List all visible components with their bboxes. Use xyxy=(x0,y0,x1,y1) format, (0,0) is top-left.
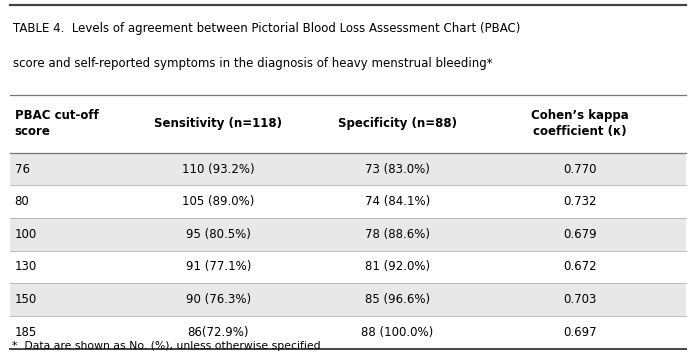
Bar xyxy=(10,185,686,218)
Text: 0.679: 0.679 xyxy=(563,228,597,241)
Text: 185: 185 xyxy=(15,326,37,339)
Text: Specificity (n=88): Specificity (n=88) xyxy=(338,117,457,130)
Bar xyxy=(10,316,686,349)
Text: 0.672: 0.672 xyxy=(563,260,597,273)
Text: 105 (89.0%): 105 (89.0%) xyxy=(182,195,255,208)
Bar xyxy=(10,153,686,185)
Text: 110 (93.2%): 110 (93.2%) xyxy=(182,163,255,176)
Text: 73 (83.0%): 73 (83.0%) xyxy=(365,163,430,176)
Bar xyxy=(10,95,686,153)
Text: *  Data are shown as No. (%), unless otherwise specified: * Data are shown as No. (%), unless othe… xyxy=(12,341,320,351)
Text: Sensitivity (n=118): Sensitivity (n=118) xyxy=(154,117,282,130)
Text: 80: 80 xyxy=(15,195,29,208)
Text: 85 (96.6%): 85 (96.6%) xyxy=(365,293,430,306)
Text: 100: 100 xyxy=(15,228,37,241)
Text: 0.703: 0.703 xyxy=(563,293,597,306)
Text: 90 (76.3%): 90 (76.3%) xyxy=(185,293,251,306)
Text: 95 (80.5%): 95 (80.5%) xyxy=(186,228,251,241)
Text: 91 (77.1%): 91 (77.1%) xyxy=(185,260,251,273)
Text: 150: 150 xyxy=(15,293,37,306)
Text: PBAC cut-off
score: PBAC cut-off score xyxy=(15,110,98,138)
Text: 76: 76 xyxy=(15,163,30,176)
Bar xyxy=(10,251,686,283)
Text: 0.770: 0.770 xyxy=(563,163,597,176)
Text: 0.732: 0.732 xyxy=(563,195,597,208)
Text: 86(72.9%): 86(72.9%) xyxy=(188,326,249,339)
Text: 74 (84.1%): 74 (84.1%) xyxy=(365,195,430,208)
Text: 81 (92.0%): 81 (92.0%) xyxy=(365,260,430,273)
Text: 130: 130 xyxy=(15,260,37,273)
Text: 78 (88.6%): 78 (88.6%) xyxy=(365,228,430,241)
Bar xyxy=(10,283,686,316)
Text: 88 (100.0%): 88 (100.0%) xyxy=(361,326,434,339)
Text: Cohen’s kappa
coefficient (κ): Cohen’s kappa coefficient (κ) xyxy=(531,110,629,138)
Text: score and self-reported symptoms in the diagnosis of heavy menstrual bleeding*: score and self-reported symptoms in the … xyxy=(13,57,493,70)
Bar xyxy=(10,218,686,251)
Text: TABLE 4.  Levels of agreement between Pictorial Blood Loss Assessment Chart (PBA: TABLE 4. Levels of agreement between Pic… xyxy=(13,21,520,35)
Text: 0.697: 0.697 xyxy=(563,326,597,339)
